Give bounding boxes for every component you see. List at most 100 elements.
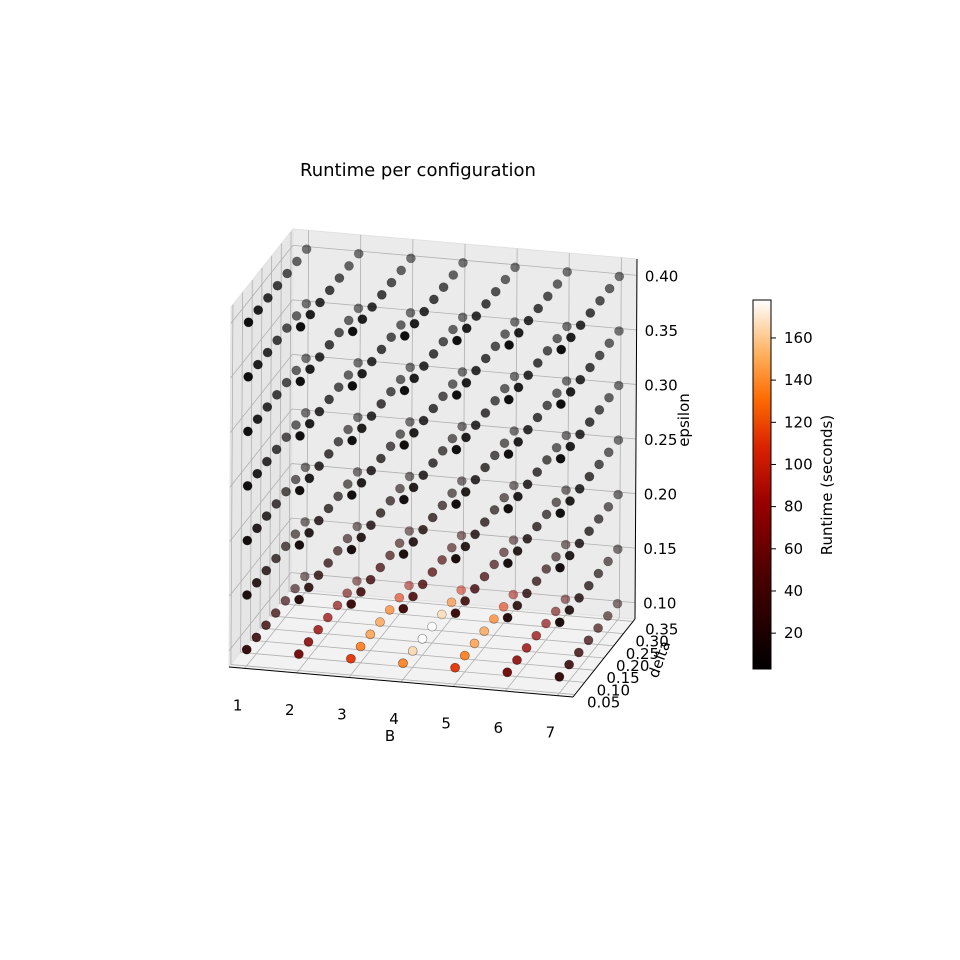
data-point [562,267,573,277]
data-point [574,538,585,549]
data-point [323,558,334,568]
data-point [561,376,572,386]
data-point [554,671,565,682]
data-point [479,517,490,527]
data-point [304,473,315,484]
data-point [353,248,364,259]
data-point [272,389,282,400]
data-point [551,442,562,453]
data-point [385,550,395,561]
data-point [481,299,491,309]
data-point [356,532,367,543]
data-point [243,426,253,437]
data-point [479,571,490,582]
data-point [428,458,438,468]
data-point [344,261,354,271]
data-point [461,323,472,334]
data-point [471,365,481,376]
data-point [384,605,395,615]
data-point [315,297,325,308]
data-point [243,317,254,328]
data-point [399,440,410,450]
data-point [376,453,386,464]
data-point [503,558,513,569]
x-tick-label: 6 [493,719,503,737]
data-point [565,441,576,452]
data-point [262,456,272,467]
data-point [523,424,533,435]
data-point [242,481,253,491]
data-point [456,476,467,486]
data-point [304,418,315,429]
data-point [313,570,324,581]
data-point [451,499,461,509]
data-point [447,379,458,389]
data-points [241,244,625,682]
data-point [272,280,283,291]
data-point [499,492,510,503]
data-point [281,377,292,388]
data-point [470,529,480,540]
data-point [575,374,586,385]
colorbar-tick-label: 100 [784,455,813,473]
data-point [446,542,457,553]
x-axis-line [228,666,574,698]
data-point [419,306,430,317]
data-point [365,574,376,585]
data-point [456,530,467,541]
data-point [490,395,500,406]
data-point [332,600,343,611]
gridline [229,463,293,542]
z-axis-label: epsilon [675,393,693,447]
data-point [532,467,543,477]
data-point [291,311,302,321]
data-point [242,590,252,600]
data-point [437,500,448,511]
data-point [300,462,311,473]
data-point [556,399,566,409]
data-point [396,265,407,276]
data-point [409,373,420,384]
data-point [450,662,460,673]
data-point [585,362,595,373]
data-point [366,356,377,367]
data-point [500,329,510,339]
gridline [228,572,292,651]
data-point [270,608,281,618]
data-point [552,333,563,344]
data-point [564,550,575,561]
data-point [399,331,410,341]
gridline [229,354,293,433]
data-point [436,609,447,620]
data-point [399,494,409,505]
data-point [281,486,291,497]
data-point [313,515,324,526]
data-point [603,501,614,512]
data-point [460,596,470,606]
data-point [550,606,561,617]
data-point [542,455,552,465]
colorbar [752,299,772,670]
data-point [409,318,420,329]
data-point [242,535,253,546]
x-tick-label: 5 [441,715,451,733]
data-point [243,371,253,382]
data-point [314,461,324,471]
data-point [353,357,363,368]
y-tick-label: 0.35 [645,620,678,638]
z-tick-label: 0.25 [644,431,677,449]
data-point [280,595,291,606]
colorbar-tick-label: 160 [784,329,813,347]
data-point [322,612,333,623]
data-point [564,659,574,670]
colorbar-tick-label: 120 [784,413,813,431]
data-point [593,568,604,579]
data-point [512,600,523,611]
data-point [417,579,428,590]
data-point [294,540,305,550]
data-point [346,653,356,664]
y-tick-label: 0.30 [635,633,668,651]
data-point [594,350,605,361]
chart-title: Runtime per configuration [300,160,536,181]
tick-labels: 1 2 3 4 5 6 70.050.100.150.200.250.300.350.100… [233,267,679,741]
